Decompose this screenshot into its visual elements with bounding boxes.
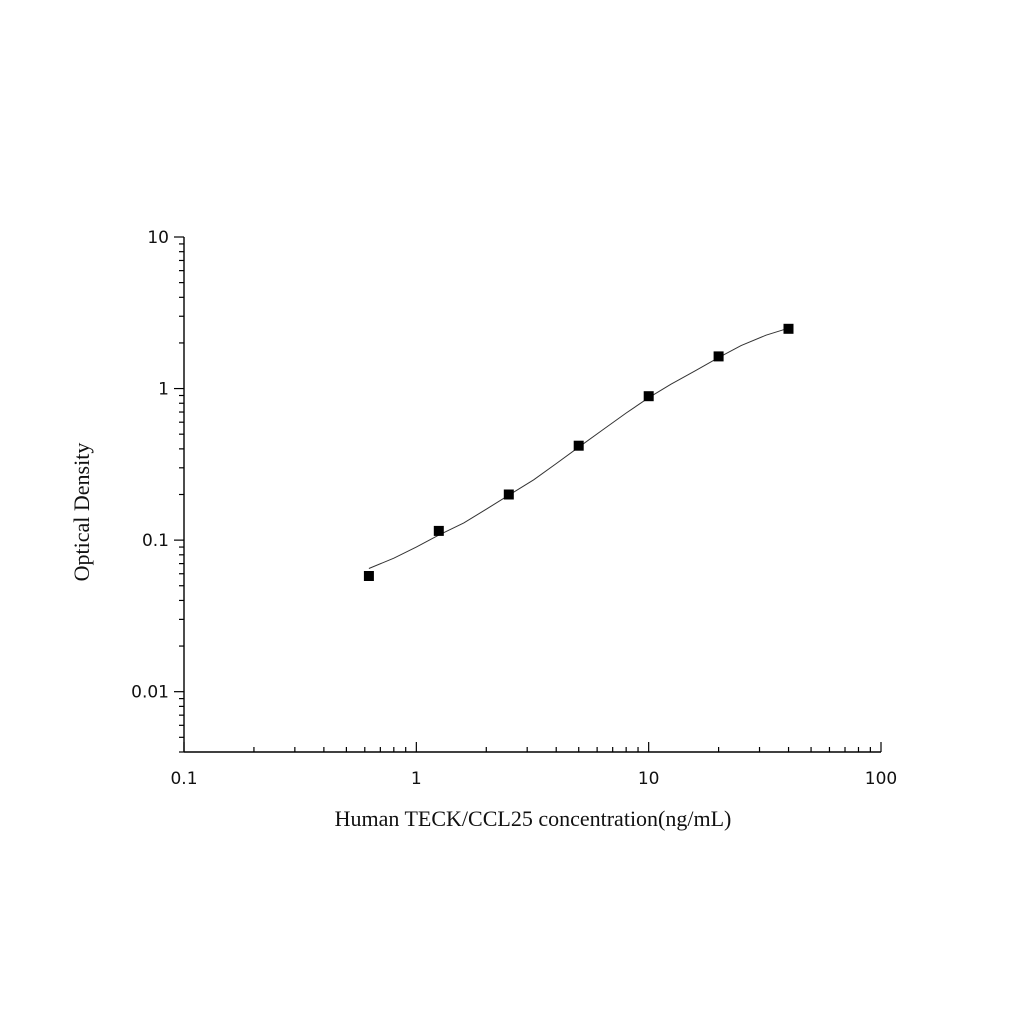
y-tick-label: 1	[158, 380, 169, 400]
y-tick-label: 0.01	[131, 683, 169, 703]
y-axis-title: Optical Density	[69, 443, 94, 582]
y-tick-label: 0.1	[142, 531, 169, 551]
x-tick-label: 0.1	[170, 769, 197, 789]
axes	[183, 237, 881, 753]
x-axis-title: Human TECK/CCL25 concentration(ng/mL)	[335, 806, 732, 831]
series-layer	[363, 323, 794, 581]
data-point	[713, 351, 724, 362]
y-tick-label: 10	[147, 228, 169, 248]
x-tick-label: 10	[638, 769, 660, 789]
data-point	[783, 323, 794, 334]
data-point	[643, 391, 654, 402]
data-point	[363, 571, 374, 581]
data-point	[433, 525, 444, 536]
data-point	[503, 489, 514, 500]
data-point	[573, 440, 584, 451]
x-tick-label: 1	[411, 769, 422, 789]
ticks: 0.1 1 10 100 0.01 0.1 1 10	[131, 228, 897, 789]
x-tick-label: 100	[865, 769, 897, 789]
